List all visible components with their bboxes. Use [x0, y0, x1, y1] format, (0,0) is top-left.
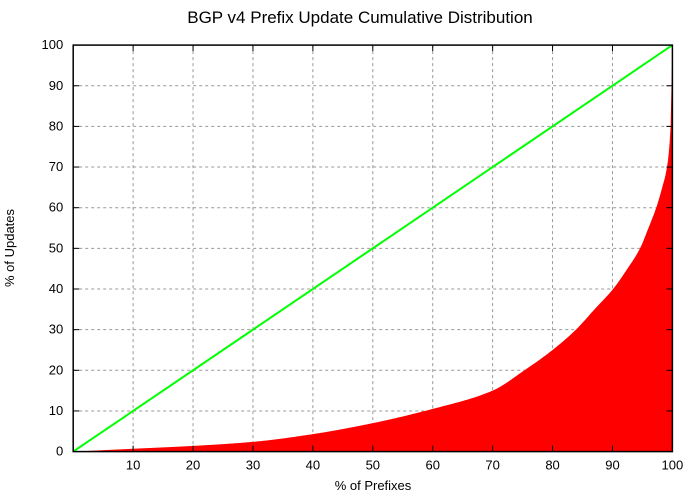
- svg-text:10: 10: [49, 403, 63, 418]
- svg-text:10: 10: [126, 458, 140, 473]
- svg-text:20: 20: [186, 458, 200, 473]
- svg-text:30: 30: [49, 322, 63, 337]
- svg-text:40: 40: [49, 281, 63, 296]
- svg-text:70: 70: [485, 458, 499, 473]
- svg-text:50: 50: [49, 240, 63, 255]
- svg-text:0: 0: [56, 444, 63, 459]
- svg-text:90: 90: [49, 78, 63, 93]
- svg-text:80: 80: [545, 458, 559, 473]
- svg-text:70: 70: [49, 159, 63, 174]
- svg-text:50: 50: [366, 458, 380, 473]
- svg-text:90: 90: [605, 458, 619, 473]
- svg-text:30: 30: [246, 458, 260, 473]
- svg-text:60: 60: [425, 458, 439, 473]
- svg-text:20: 20: [49, 362, 63, 377]
- svg-text:40: 40: [306, 458, 320, 473]
- svg-text:100: 100: [662, 458, 684, 473]
- svg-text:% of Updates: % of Updates: [2, 208, 17, 287]
- svg-text:80: 80: [49, 118, 63, 133]
- svg-text:60: 60: [49, 200, 63, 215]
- svg-text:100: 100: [41, 37, 63, 52]
